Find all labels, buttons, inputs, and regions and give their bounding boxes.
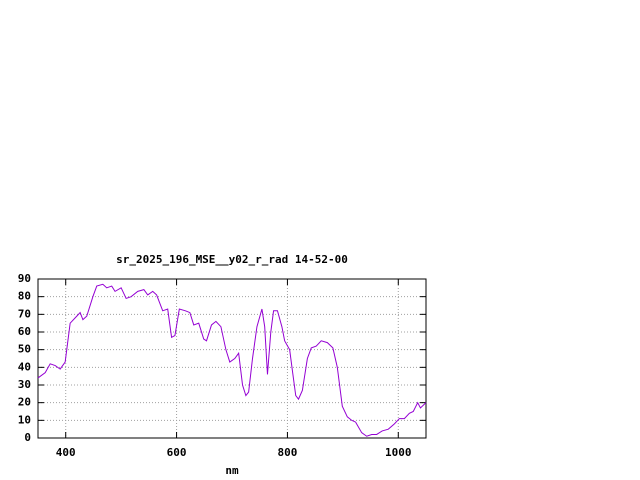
x-tick-label: 600 bbox=[167, 446, 187, 459]
chart-title: sr_2025_196_MSE__y02_r_rad 14-52-00 bbox=[116, 253, 348, 266]
y-tick-label: 80 bbox=[18, 290, 31, 303]
x-axis-label: nm bbox=[225, 464, 239, 477]
y-tick-label: 70 bbox=[18, 307, 31, 320]
y-tick-label: 40 bbox=[18, 360, 31, 373]
y-tick-label: 0 bbox=[24, 431, 31, 444]
x-tick-label: 400 bbox=[56, 446, 76, 459]
y-tick-label: 50 bbox=[18, 343, 31, 356]
y-tick-label: 20 bbox=[18, 396, 31, 409]
y-tick-label: 30 bbox=[18, 378, 31, 391]
x-tick-label: 1000 bbox=[385, 446, 412, 459]
y-tick-label: 60 bbox=[18, 325, 31, 338]
plot-border bbox=[37, 278, 427, 439]
y-tick-label: 10 bbox=[18, 413, 31, 426]
y-tick-label: 90 bbox=[18, 272, 31, 285]
x-tick-label: 800 bbox=[277, 446, 297, 459]
data-line bbox=[37, 283, 427, 437]
